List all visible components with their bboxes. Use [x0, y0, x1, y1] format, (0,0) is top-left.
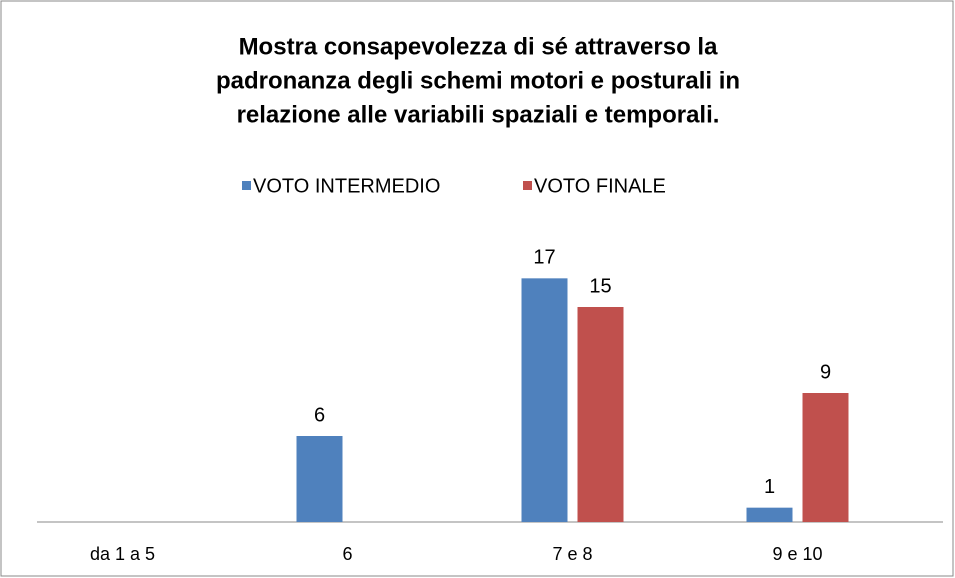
x-tick-label: da 1 a 5 — [90, 544, 155, 564]
x-tick-label: 7 e 8 — [552, 544, 592, 564]
data-label: 17 — [533, 247, 555, 269]
x-tick-label: 9 e 10 — [772, 544, 822, 564]
bar — [521, 278, 568, 522]
data-label: 1 — [764, 476, 775, 498]
bar — [577, 307, 624, 522]
chart-title: relazione alle variabili spaziali e temp… — [237, 101, 720, 128]
x-tick-label: 6 — [342, 544, 352, 564]
chart-title: padronanza degli schemi motori e postura… — [216, 67, 740, 94]
legend-swatch — [523, 181, 532, 190]
legend-label: VOTO FINALE — [534, 175, 666, 197]
legend-label: VOTO INTERMEDIO — [253, 175, 440, 197]
legend-swatch — [242, 181, 251, 190]
data-label: 6 — [314, 404, 325, 426]
data-label: 9 — [820, 361, 831, 383]
bar — [802, 393, 849, 522]
chart-title: Mostra consapevolezza di sé attraverso l… — [239, 33, 719, 60]
bar — [296, 436, 343, 522]
bar — [746, 507, 793, 522]
data-label: 15 — [589, 275, 611, 297]
